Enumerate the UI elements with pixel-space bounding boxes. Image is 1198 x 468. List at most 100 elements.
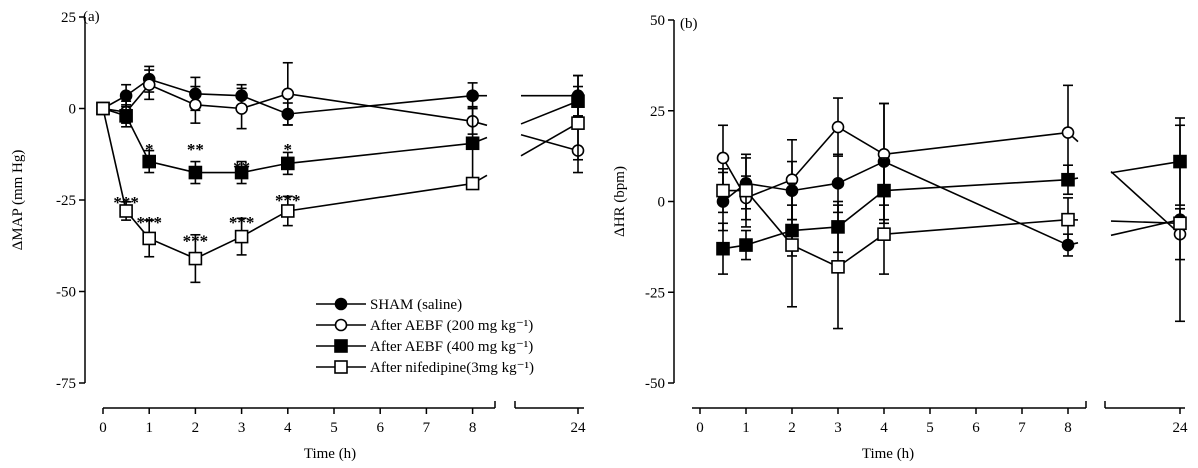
data-point [465, 176, 480, 191]
series-line-after-break [520, 122, 579, 157]
significance-marker: *** [183, 231, 209, 250]
data-point [235, 102, 248, 115]
series-line-after-break [1110, 170, 1181, 235]
data-point [716, 241, 730, 256]
y-tick-label: -25 [645, 285, 665, 301]
series-3 [96, 74, 585, 185]
series-line [722, 178, 1069, 250]
legend-label: After AEBF (200 mg kg⁻¹) [370, 318, 533, 334]
legend-label: After AEBF (400 mg kg⁻¹) [370, 339, 533, 355]
data-point [877, 227, 891, 241]
y-axis-label: ΔHR (bpm) [612, 166, 628, 237]
data-point [189, 98, 202, 112]
x-axis-label: Time (h) [304, 446, 356, 462]
series-line [723, 189, 1069, 268]
data-point [280, 204, 295, 218]
legend: SHAM (saline) After AEBF (200 mg kg⁻¹) Aft… [316, 297, 534, 376]
x-tick-label: 0 [99, 420, 107, 436]
y-axis-label: ΔMAP (mm Hg) [10, 150, 26, 251]
y-tick-label: 25 [61, 10, 76, 26]
x-tick-label: 7 [1018, 420, 1026, 436]
x-tick-label: 4 [284, 420, 292, 436]
data-point [280, 156, 295, 171]
y-tick-label: 0 [69, 102, 77, 118]
data-point [739, 183, 753, 198]
x-tick-label: 6 [376, 420, 384, 436]
panel-label: (a) [83, 9, 100, 25]
data-point [716, 183, 730, 198]
x-tick-label: 3 [834, 420, 842, 436]
legend-marker [334, 339, 348, 353]
data-point [1173, 216, 1187, 231]
x-axis-label: Time (h) [862, 446, 914, 462]
data-point [831, 177, 845, 190]
data-point [142, 78, 156, 92]
data-point [785, 238, 799, 252]
data-point [234, 229, 249, 244]
significance-marker: * [145, 140, 154, 159]
series-1 [96, 65, 585, 126]
panel-label: (b) [680, 16, 698, 32]
x-tick-label: 4 [880, 420, 888, 436]
data-point [119, 89, 133, 102]
series-line-after-break [520, 133, 579, 152]
panel-a-chart: 25 0 -25 -50 -75 ΔMAP (mm Hg) 0 1 2 3 4 5 6 7 8 24 Time … [10, 9, 586, 462]
legend-item: After AEBF (200 mg kg⁻¹) [316, 318, 533, 334]
y-tick-label: -75 [56, 376, 76, 392]
y-tick-label: -50 [56, 285, 76, 301]
series-line-after-break [520, 100, 579, 125]
x-tick-label: 24 [571, 420, 587, 436]
significance-marker: ** [187, 140, 204, 159]
y-tick-label: -50 [645, 376, 665, 392]
series-line-after-break [1110, 160, 1181, 174]
data-point [234, 165, 249, 180]
x-tick-label: 7 [423, 420, 431, 436]
significance-marker: *** [275, 191, 301, 210]
data-point [465, 136, 480, 151]
legend-marker [334, 360, 348, 374]
data-point [119, 109, 133, 123]
data-point [142, 154, 156, 169]
series-line [722, 126, 1069, 199]
legend-marker [334, 318, 348, 332]
y-tick-label: 0 [658, 195, 666, 211]
series-4 [716, 124, 1187, 330]
y-tick-label: -25 [56, 193, 76, 209]
x-tick-label: 8 [1064, 420, 1072, 436]
x-tick-label: 2 [788, 420, 796, 436]
significance-marker: *** [113, 193, 139, 212]
x-tick-label: 0 [696, 420, 704, 436]
y-tick-label: 50 [650, 13, 665, 29]
significance-marker: ** [233, 158, 250, 177]
data-point [571, 116, 585, 130]
data-point [96, 101, 110, 116]
data-point [188, 251, 203, 266]
data-point [281, 87, 295, 101]
series-2 [96, 61, 585, 174]
data-point [831, 120, 845, 134]
x-tick-label: 5 [926, 420, 934, 436]
data-point [142, 231, 156, 246]
x-tick-label: 24 [1173, 420, 1189, 436]
legend-item: SHAM (saline) [316, 297, 462, 313]
legend-item: After AEBF (400 mg kg⁻¹) [316, 339, 533, 355]
data-point [739, 238, 753, 252]
data-point [188, 165, 203, 180]
legend-marker [334, 297, 348, 311]
data-point [831, 260, 845, 274]
data-point [1061, 172, 1075, 187]
legend-item: After nifedipine(3mg kg⁻¹) [316, 360, 534, 376]
x-tick-label: 2 [192, 420, 200, 436]
series-line [102, 108, 473, 260]
data-point [1061, 212, 1075, 227]
significance-marker: *** [136, 213, 162, 232]
data-point [119, 204, 133, 218]
x-tick-label: 3 [238, 420, 246, 436]
significance-marker: *** [229, 213, 255, 232]
legend-label: SHAM (saline) [370, 297, 462, 313]
x-tick-label: 1 [145, 420, 153, 436]
significance-marker: * [284, 140, 293, 159]
panel-b-chart: 50 25 0 -25 -50 ΔHR (bpm) 0 1 2 3 4 5 6 7 8 24 Time (h) (… [612, 13, 1188, 462]
x-tick-label: 5 [330, 420, 338, 436]
